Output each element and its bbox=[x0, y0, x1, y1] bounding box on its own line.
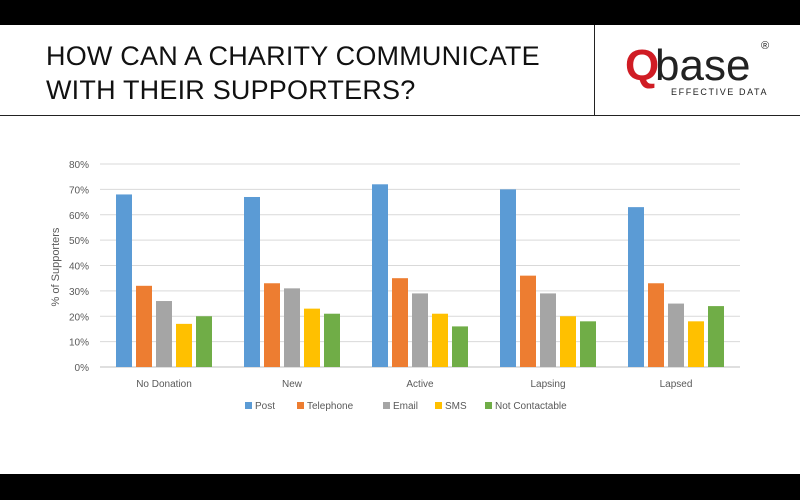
legend-label: SMS bbox=[445, 401, 467, 412]
title-divider bbox=[594, 25, 595, 115]
bar-chart: 0% 10% 20% 30% 40% 50% 60% 70% 80% No Donation Ne… bbox=[50, 160, 740, 412]
bar-post bbox=[372, 184, 388, 367]
y-tick-label: 80% bbox=[69, 160, 89, 171]
legend-swatch bbox=[245, 402, 252, 409]
x-tick-label: New bbox=[282, 379, 303, 390]
y-tick-label: 10% bbox=[69, 338, 89, 349]
legend-swatch bbox=[383, 402, 390, 409]
logo-registered-mark: ® bbox=[761, 40, 770, 52]
legend-label: Email bbox=[393, 401, 418, 412]
bar-post bbox=[244, 196, 260, 367]
y-axis-ticks: 0% 10% 20% 30% 40% 50% 60% 70% 80% bbox=[69, 160, 89, 374]
legend-swatch bbox=[435, 402, 442, 409]
bar-telephone bbox=[136, 285, 152, 367]
bar-post bbox=[116, 194, 132, 367]
y-tick-label: 20% bbox=[69, 312, 89, 323]
x-tick-label: No Donation bbox=[136, 379, 192, 390]
logo-base: base bbox=[655, 41, 751, 90]
logo-tagline: EFFECTIVE DATA bbox=[671, 87, 769, 97]
bar-not-contactable bbox=[708, 306, 724, 367]
legend-label: Post bbox=[255, 401, 275, 412]
qbase-logo: Q base ® EFFECTIVE DATA bbox=[625, 40, 785, 102]
bar-telephone bbox=[264, 283, 280, 367]
bar-sms bbox=[688, 321, 704, 367]
y-tick-label: 0% bbox=[75, 363, 90, 374]
y-tick-label: 60% bbox=[69, 211, 89, 222]
bar-email bbox=[412, 293, 428, 367]
bar-sms bbox=[304, 308, 320, 367]
bar-post bbox=[628, 207, 644, 367]
bar-telephone bbox=[520, 275, 536, 367]
title-bar: HOW CAN A CHARITY COMMUNICATE WITH THEIR… bbox=[0, 25, 800, 116]
x-tick-label: Lapsing bbox=[530, 379, 565, 390]
bar-not-contactable bbox=[324, 313, 340, 367]
legend-label: Not Contactable bbox=[495, 401, 567, 412]
y-tick-label: 40% bbox=[69, 262, 89, 273]
bars bbox=[116, 184, 724, 367]
y-tick-label: 30% bbox=[69, 287, 89, 298]
x-tick-label: Lapsed bbox=[660, 379, 693, 390]
y-tick-label: 50% bbox=[69, 236, 89, 247]
bar-not-contactable bbox=[196, 316, 212, 367]
bar-post bbox=[500, 189, 516, 367]
legend: Post Telephone Email SMS Not Contactable bbox=[245, 401, 567, 412]
x-tick-label: Active bbox=[406, 379, 434, 390]
slide-title: HOW CAN A CHARITY COMMUNICATE WITH THEIR… bbox=[46, 41, 540, 105]
legend-swatch bbox=[485, 402, 492, 409]
bar-sms bbox=[432, 313, 448, 367]
bar-email bbox=[668, 303, 684, 367]
bar-sms bbox=[176, 323, 192, 367]
logo-q: Q bbox=[625, 41, 660, 90]
legend-label: Telephone bbox=[307, 401, 354, 412]
bar-telephone bbox=[392, 278, 408, 367]
bar-not-contactable bbox=[580, 321, 596, 367]
bar-not-contactable bbox=[452, 326, 468, 367]
bar-email bbox=[284, 288, 300, 367]
bar-telephone bbox=[648, 283, 664, 367]
bar-sms bbox=[560, 316, 576, 367]
legend-swatch bbox=[297, 402, 304, 409]
slide: HOW CAN A CHARITY COMMUNICATE WITH THEIR… bbox=[0, 25, 800, 474]
x-axis-ticks: No Donation New Active Lapsing Lapsed bbox=[136, 379, 692, 390]
y-tick-label: 70% bbox=[69, 185, 89, 196]
bar-email bbox=[540, 293, 556, 367]
bar-email bbox=[156, 301, 172, 367]
y-axis-label: % of Supporters bbox=[50, 227, 62, 306]
